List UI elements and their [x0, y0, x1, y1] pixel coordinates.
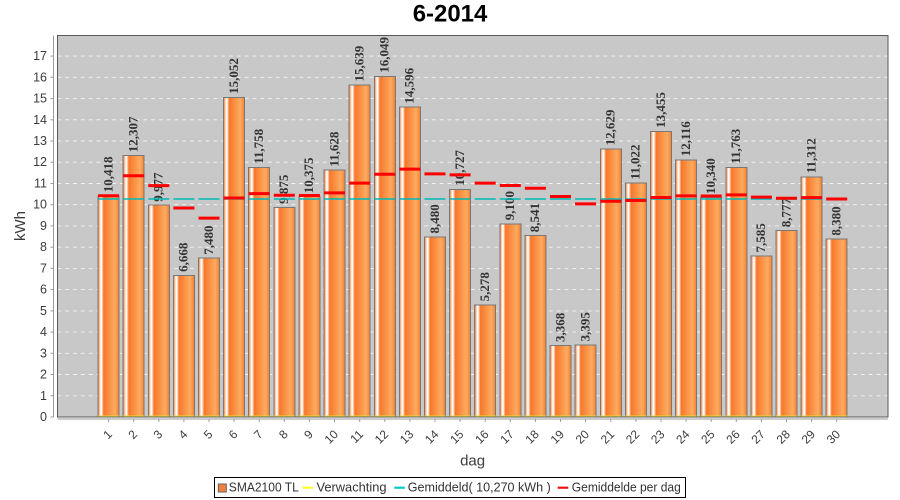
svg-text:15,639: 15,639	[352, 45, 367, 81]
svg-text:kWh: kWh	[12, 211, 29, 241]
svg-text:Gemiddeld( 10,270 kWh ): Gemiddeld( 10,270 kWh )	[408, 481, 551, 495]
svg-text:8,777: 8,777	[778, 197, 793, 227]
svg-text:16: 16	[33, 70, 47, 84]
svg-text:9,100: 9,100	[502, 191, 517, 220]
svg-text:8,541: 8,541	[527, 203, 542, 232]
svg-text:12,629: 12,629	[603, 109, 618, 145]
svg-text:15,052: 15,052	[226, 58, 241, 94]
svg-text:12,307: 12,307	[126, 116, 141, 152]
svg-text:16,049: 16,049	[377, 37, 392, 73]
svg-text:3: 3	[40, 346, 47, 360]
svg-text:8,380: 8,380	[829, 206, 844, 235]
svg-text:15: 15	[33, 92, 47, 106]
svg-text:14: 14	[33, 113, 47, 127]
svg-text:1: 1	[40, 389, 47, 403]
svg-text:11: 11	[34, 177, 47, 191]
svg-text:8: 8	[40, 240, 47, 254]
svg-text:13,455: 13,455	[653, 92, 668, 128]
svg-text:2: 2	[40, 368, 47, 382]
svg-text:6,668: 6,668	[176, 242, 191, 272]
svg-text:12: 12	[33, 155, 47, 169]
svg-text:11,763: 11,763	[728, 128, 743, 164]
svg-text:5: 5	[40, 304, 47, 318]
svg-text:10: 10	[33, 198, 47, 212]
svg-text:5,278: 5,278	[477, 272, 492, 302]
svg-text:17: 17	[33, 49, 47, 63]
svg-text:14,596: 14,596	[402, 67, 417, 103]
svg-text:10,418: 10,418	[100, 156, 115, 192]
svg-text:9: 9	[40, 219, 47, 233]
svg-text:dag: dag	[460, 453, 485, 470]
svg-text:10,375: 10,375	[301, 157, 316, 193]
svg-text:13: 13	[33, 134, 47, 148]
svg-text:6-2014: 6-2014	[413, 1, 488, 28]
svg-text:7,585: 7,585	[753, 223, 768, 253]
svg-text:6: 6	[40, 283, 47, 297]
svg-text:12,116: 12,116	[678, 121, 693, 157]
svg-text:SMA2100 TL: SMA2100 TL	[229, 481, 299, 495]
svg-text:10,340: 10,340	[703, 158, 718, 194]
svg-text:7,480: 7,480	[201, 225, 216, 254]
svg-text:4: 4	[40, 325, 47, 339]
svg-text:11,312: 11,312	[803, 138, 818, 173]
svg-text:11,628: 11,628	[326, 131, 341, 167]
svg-text:8,480: 8,480	[427, 204, 442, 233]
svg-text:11,758: 11,758	[251, 128, 266, 164]
svg-text:11,022: 11,022	[628, 144, 643, 179]
svg-text:Gemiddelde per dag: Gemiddelde per dag	[572, 481, 681, 495]
svg-text:Verwachting: Verwachting	[317, 481, 387, 495]
svg-text:7: 7	[40, 261, 47, 275]
svg-text:3,395: 3,395	[577, 312, 592, 342]
svg-text:10,727: 10,727	[452, 150, 467, 186]
svg-text:0: 0	[40, 410, 47, 424]
svg-text:3,368: 3,368	[552, 312, 567, 342]
